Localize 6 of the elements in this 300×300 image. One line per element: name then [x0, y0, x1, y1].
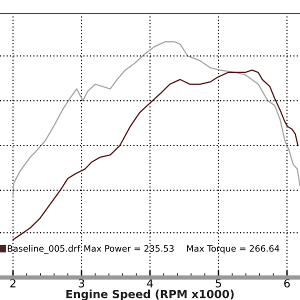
x-tick-label: 6: [284, 279, 290, 288]
annotation: Max Power = 235.53: [84, 245, 174, 252]
legend-label: Baseline_005.drf: [8, 245, 80, 254]
x-tick-label: 4: [147, 279, 153, 288]
annotation: Max Torque = 266.64: [187, 245, 280, 254]
x-axis-title: Engine Speed (RPM x1000): [66, 290, 234, 300]
